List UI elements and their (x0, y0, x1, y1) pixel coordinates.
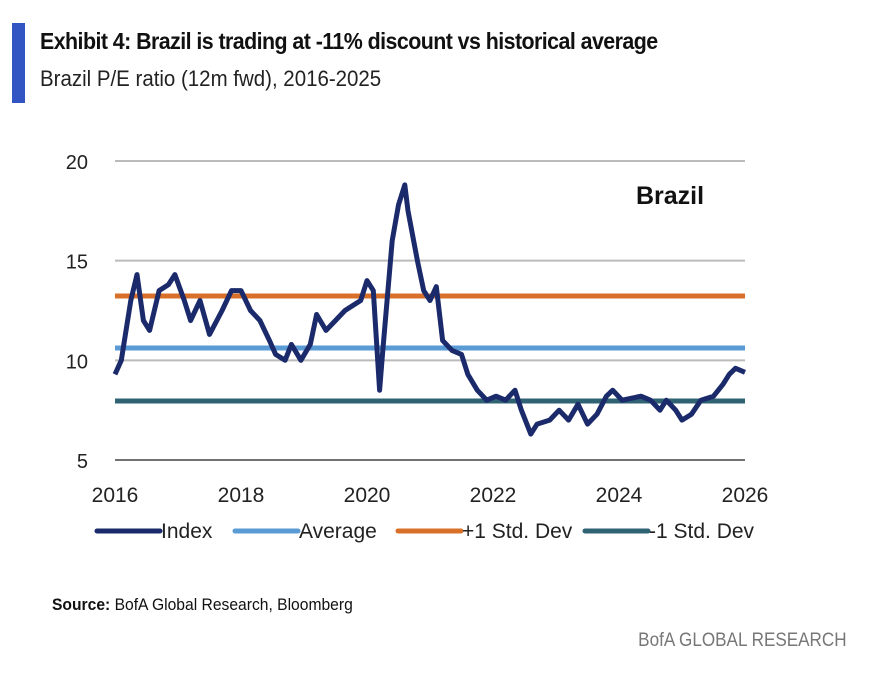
legend-label: +1 Std. Dev (462, 520, 573, 543)
legend-label: Index (161, 520, 213, 543)
page-title: Exhibit 4: Brazil is trading at -11% dis… (40, 28, 658, 54)
x-tick-label: 2026 (722, 484, 769, 507)
y-tick-label: 5 (77, 451, 88, 473)
source-note: Source: BofA Global Research, Bloomberg (52, 595, 353, 615)
y-tick-label: 15 (66, 252, 88, 274)
chart-title: Brazil (636, 182, 704, 210)
legend-label: Average (299, 520, 377, 543)
x-tick-label: 2020 (344, 484, 391, 507)
accent-bar (12, 23, 25, 103)
y-tick-label: 10 (66, 351, 88, 373)
x-tick-label: 2022 (470, 484, 517, 507)
source-label: Source: (52, 595, 111, 614)
x-tick-label: 2016 (92, 484, 139, 507)
x-tick-label: 2018 (218, 484, 265, 507)
y-tick-label: 20 (66, 152, 88, 174)
page-subtitle: Brazil P/E ratio (12m fwd), 2016-2025 (40, 66, 382, 91)
legend-label: -1 Std. Dev (649, 520, 755, 543)
footer-brand: BofA GLOBAL RESEARCH (638, 630, 847, 651)
x-tick-label: 2024 (596, 484, 643, 507)
source-text: BofA Global Research, Bloomberg (110, 595, 353, 614)
series-index-line (112, 182, 746, 437)
chart: 5 10 15 20 2016 2018 2020 2022 2024 2026 Brazil I… (66, 152, 769, 543)
